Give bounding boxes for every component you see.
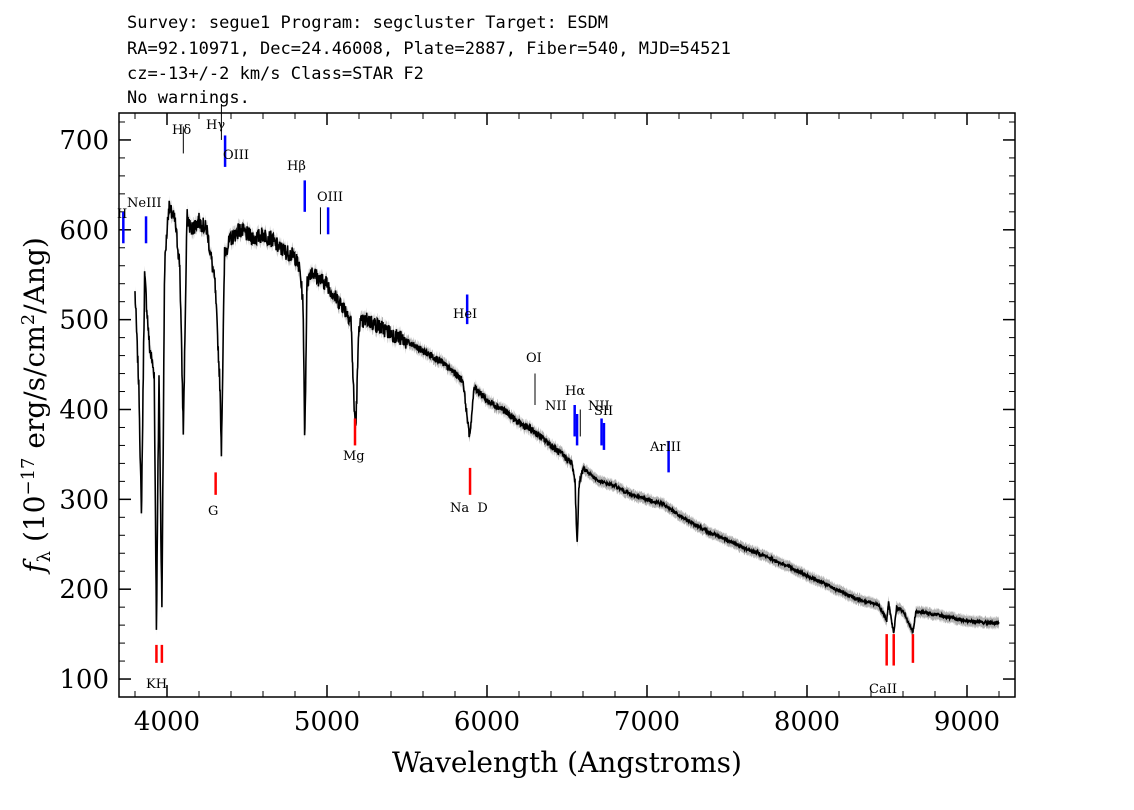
y-axis-label: fλ (10−17 erg/s/cm2/Ang) [18, 237, 55, 575]
y-tick-label: 600 [59, 216, 109, 246]
y-tick-label: 300 [59, 485, 109, 515]
x-tick-label: 8000 [774, 707, 840, 737]
label-hbeta: Hβ [287, 159, 306, 174]
header-line-2: RA=92.10971, Dec=24.46008, Plate=2887, F… [127, 39, 731, 59]
label-nad: Na D [450, 501, 488, 516]
line-labels: II NeIII Hδ Hγ OIII Hβ OIII HeI OI NII H… [117, 118, 897, 697]
label-ariii: ArIII [649, 440, 681, 455]
spectrum-line [134, 200, 1000, 635]
emission-line-markers [122, 104, 670, 473]
y-tick-label: 200 [59, 575, 109, 605]
label-oiii-4363: OIII [223, 148, 249, 163]
label-caii: CaII [869, 682, 897, 697]
plot-area [122, 104, 1000, 666]
x-tick-label: 5000 [294, 707, 360, 737]
x-tick-label: 4000 [134, 707, 200, 737]
label-hdelta: Hδ [172, 123, 191, 138]
label-kh: KH [146, 677, 167, 692]
y-tick-label: 500 [59, 306, 109, 336]
label-oi: OI [526, 351, 542, 366]
x-tick-label: 9000 [934, 707, 1000, 737]
header-line-4: No warnings. [127, 88, 250, 108]
label-neiii: NeIII [127, 196, 161, 211]
y-tick-label: 700 [59, 126, 109, 156]
label-sii: SII [594, 404, 613, 419]
x-tick-label: 6000 [454, 707, 520, 737]
header-line-1: Survey: segue1 Program: segcluster Targe… [127, 13, 608, 33]
label-hgamma: Hγ [206, 118, 225, 133]
label-halpha: Hα [565, 384, 585, 399]
absorption-line-markers [155, 418, 915, 666]
label-mg: Mg [343, 449, 365, 464]
label-oiii-5007: OIII [317, 190, 343, 205]
label-nii-6583: NII [588, 399, 610, 414]
label-nii-6548: NII [545, 399, 567, 414]
y-tick-label: 400 [59, 395, 109, 425]
label-g: G [208, 504, 218, 519]
label-hei: HeI [453, 307, 477, 322]
x-tick-label: 7000 [614, 707, 680, 737]
label-oii: II [117, 207, 127, 222]
axis-ticks [119, 113, 1015, 697]
plot-frame [118, 112, 1016, 698]
axis-tick-labels: 4000 5000 6000 7000 8000 9000 100 200 300 400 500 6… [59, 126, 1000, 737]
chart-header: Survey: segue1 Program: segcluster Targe… [127, 13, 731, 108]
x-axis-label: Wavelength (Angstroms) [392, 746, 742, 779]
y-tick-label: 100 [59, 665, 109, 695]
header-line-3: cz=-13+/-2 km/s Class=STAR F2 [127, 64, 424, 84]
error-band [135, 195, 999, 639]
